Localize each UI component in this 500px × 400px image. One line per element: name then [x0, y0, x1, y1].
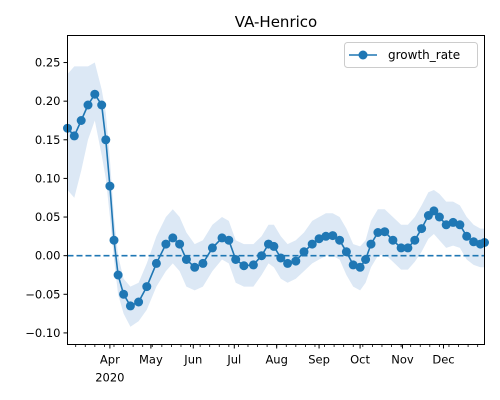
plot-area-frame — [67, 35, 485, 345]
data-point — [101, 135, 111, 145]
data-point — [373, 228, 383, 237]
x-tick-label: Sep — [308, 353, 330, 367]
x-tick-label: Nov — [391, 353, 414, 367]
data-point — [119, 289, 129, 299]
x-tick-label: Jul — [226, 353, 241, 367]
data-point — [175, 239, 185, 249]
data-point — [83, 100, 93, 110]
y-tick-label: 0.05 — [35, 210, 61, 224]
data-point — [396, 243, 406, 253]
data-point — [341, 247, 351, 257]
data-point — [224, 235, 234, 245]
data-point — [469, 237, 479, 247]
data-point — [190, 262, 200, 272]
data-point — [299, 247, 309, 257]
data-point — [109, 235, 119, 245]
x-tick-label: Aug — [265, 353, 287, 367]
data-point — [335, 235, 345, 245]
data-point — [76, 116, 86, 125]
data-point — [97, 100, 107, 110]
chart-title: VA-Henrico — [235, 13, 317, 31]
x-tick-label: Dec — [432, 353, 454, 367]
data-point — [434, 212, 444, 222]
data-point — [366, 239, 376, 249]
legend-box — [344, 42, 478, 68]
confidence-band — [67, 62, 485, 327]
legend-label: growth_rate — [388, 48, 460, 62]
data-point — [217, 233, 227, 243]
data-point — [134, 297, 144, 307]
x-axis-ticks: Apr May Jun Jul Aug Sep Oct Nov Dec 2020 — [75, 344, 479, 385]
data-point — [239, 261, 249, 271]
data-point — [231, 255, 241, 264]
data-point — [105, 181, 115, 191]
data-point — [181, 255, 191, 264]
y-tick-label: 0.20 — [35, 94, 61, 108]
y-tick-label: −0.05 — [25, 287, 60, 301]
data-point — [142, 282, 152, 292]
legend-marker-sample — [358, 50, 368, 60]
data-point — [361, 255, 371, 264]
data-point — [113, 270, 123, 280]
data-point — [257, 251, 267, 261]
data-point — [291, 256, 301, 266]
x-tick-label: Jun — [183, 353, 202, 367]
data-point — [448, 217, 458, 227]
data-point — [455, 220, 465, 230]
y-tick-label: 0.25 — [35, 56, 61, 70]
y-tick-label: 0.00 — [35, 249, 61, 263]
data-point — [283, 258, 293, 268]
data-point — [380, 227, 390, 237]
data-point — [125, 301, 135, 311]
data-point — [441, 220, 451, 230]
data-point — [269, 241, 279, 251]
data-point — [207, 243, 217, 253]
data-point — [276, 253, 286, 263]
series-line — [66, 92, 485, 307]
data-point — [198, 258, 208, 268]
confidence-band-layer — [67, 62, 485, 327]
data-point — [348, 260, 358, 270]
y-tick-label: 0.15 — [35, 133, 61, 147]
x-year-label: 2020 — [95, 371, 124, 385]
y-axis-ticks: −0.10 −0.05 0.00 0.05 0.10 0.15 0.20 0.25 — [25, 56, 68, 340]
data-point — [248, 260, 258, 270]
series-line-layer — [66, 92, 485, 307]
data-point — [417, 224, 427, 234]
data-point — [90, 89, 100, 99]
data-point — [307, 239, 317, 249]
x-tick-label: Oct — [350, 353, 370, 367]
x-tick-label: Apr — [100, 353, 120, 367]
data-point — [388, 235, 398, 245]
data-point — [355, 262, 365, 272]
x-tick-label: May — [139, 353, 163, 367]
data-point — [328, 231, 338, 241]
data-point — [321, 231, 331, 241]
data-point — [151, 258, 161, 268]
data-point — [168, 233, 178, 243]
data-point — [314, 234, 324, 244]
data-point — [69, 131, 79, 141]
data-point — [403, 243, 413, 253]
y-tick-label: −0.10 — [25, 326, 60, 340]
data-point — [429, 206, 439, 216]
data-point — [161, 239, 171, 249]
series-marker-layer — [63, 89, 489, 311]
legend: growth_rate — [344, 42, 478, 68]
data-point — [410, 235, 420, 245]
y-tick-label: 0.10 — [35, 171, 61, 185]
data-point — [462, 231, 472, 241]
